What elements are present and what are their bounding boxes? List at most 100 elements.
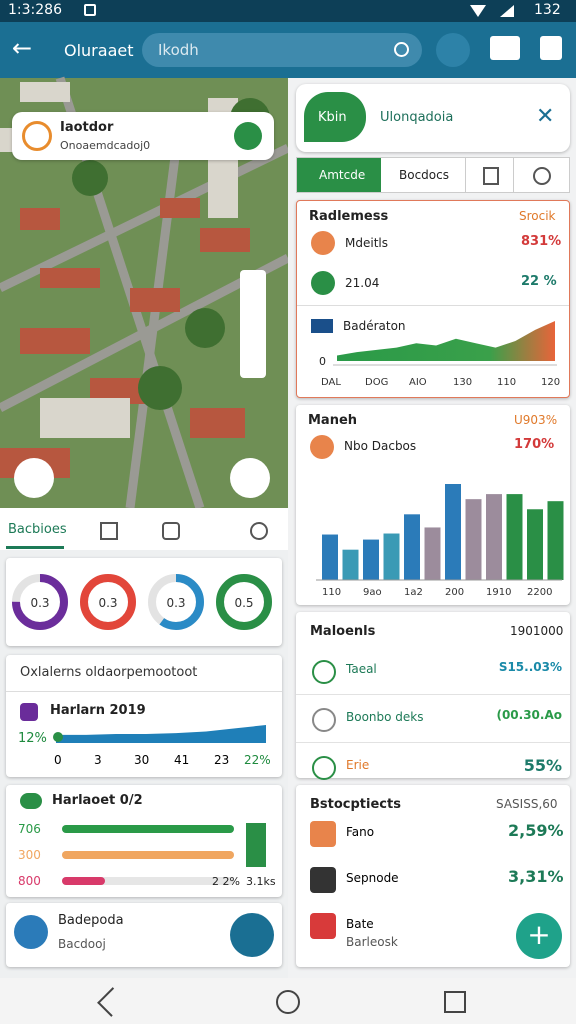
left-tab-active[interactable]: Bacbioes — [8, 522, 67, 537]
bar-chart: 110 9ao 1a2 200 1910 2200 — [316, 484, 564, 598]
row-value: 22 % — [521, 274, 557, 289]
row-label: Fano — [346, 825, 375, 839]
app-bar: ← Oluraaet Ikodh — [0, 22, 576, 78]
right-tab-bar: Amtcde Bocdocs — [296, 157, 570, 193]
tab-icon[interactable] — [162, 522, 180, 540]
progress-bar — [62, 851, 234, 859]
status-battery: 132 — [534, 2, 561, 18]
card-title: Radlemess — [309, 209, 389, 224]
tab-icon[interactable] — [533, 167, 551, 185]
x-tick-label: 9ao — [363, 587, 382, 598]
nav-back[interactable] — [97, 987, 127, 1017]
tab-icon[interactable] — [100, 522, 118, 540]
donut-arc — [12, 574, 68, 630]
donut-card: 0.3 0.3 0.3 0.5 — [6, 558, 282, 646]
row-icon — [311, 271, 335, 295]
donut-label: 0.5 — [234, 596, 253, 610]
close-button[interactable]: ✕ — [536, 104, 555, 129]
chart-icon — [311, 319, 333, 333]
row-icon — [311, 231, 335, 255]
right-tab-label[interactable]: Bocdocs — [399, 168, 449, 182]
row-title: Harlarn 2019 — [50, 703, 146, 718]
tab-icon[interactable] — [250, 522, 268, 540]
radiness-card: Radlemess Srocik Mdeitls 831% 21.04 22 %… — [296, 200, 570, 398]
progress-bar — [62, 877, 105, 885]
bar — [486, 494, 502, 580]
cart-button[interactable] — [540, 36, 562, 60]
bar — [383, 533, 400, 580]
tab-divider — [513, 158, 514, 192]
map-layer-button[interactable] — [230, 458, 270, 498]
header-title: Ulonqadoia — [380, 110, 454, 125]
map-locate-button[interactable] — [14, 458, 54, 498]
back-button[interactable]: ← — [12, 34, 33, 62]
overview-card: Oxlalerns oldaorpemootoot Harlarn 2019 1… — [6, 655, 282, 777]
location-title: Iaotdor — [60, 120, 114, 135]
progress-track — [62, 877, 234, 885]
search-button[interactable] — [436, 33, 470, 67]
wifi-icon — [470, 5, 486, 17]
tick-label: 41 — [174, 753, 190, 767]
x-tick-label: DAL — [321, 377, 341, 388]
donut-arc — [80, 574, 136, 630]
inbox-button[interactable] — [490, 36, 520, 60]
card-aside: U903% — [514, 413, 558, 427]
location-icon — [22, 121, 52, 151]
bar — [465, 499, 482, 580]
x-tick-label: DOG — [365, 377, 388, 388]
row-label: Sepnode — [346, 871, 399, 885]
map-controls[interactable] — [240, 270, 266, 378]
stocks-card: Bstocptiects SASISS,60 Fano 2,59% Sepnode 3… — [296, 785, 570, 967]
status-bar: 1:3:286 132 — [0, 0, 576, 22]
card-title: Badepoda — [58, 913, 124, 928]
row-label: Nbo Dacbos — [344, 439, 417, 453]
progress-bars: 706 300 800 — [18, 822, 266, 888]
fab-button[interactable] — [230, 913, 274, 957]
row-icon — [310, 435, 334, 459]
bar — [424, 527, 441, 580]
trend-area — [56, 725, 266, 743]
right-tab-label: Amtcde — [319, 168, 366, 182]
row-icon — [312, 756, 336, 780]
search-placeholder: Ikodh — [158, 41, 199, 59]
location-subtitle: Onoaemdcadoj0 — [60, 139, 151, 152]
progress-card: Harlaoet 0/2 706 300 800 2 2% 3.1ks — [6, 785, 282, 897]
right-tab-active[interactable] — [297, 158, 381, 192]
tick-label: 3 — [94, 753, 102, 767]
x-tick-label: 120 — [541, 377, 560, 388]
nav-recent[interactable] — [444, 991, 466, 1013]
row-value: 55% — [523, 756, 562, 775]
bar — [527, 509, 543, 580]
search-field[interactable]: Ikodh — [142, 33, 422, 67]
market-card: Maneh U903% Nbo Dacbos 170% 110 9ao 1a2 200… — [296, 405, 570, 605]
bar — [445, 484, 461, 580]
location-card[interactable]: Iaotdor Onoaemdcadoj0 — [12, 112, 274, 160]
tab-icon[interactable] — [483, 167, 499, 185]
x-tick-label: 110 — [322, 587, 341, 598]
left-tab-bar: Bacbioes — [0, 508, 288, 550]
bar — [363, 539, 379, 580]
add-button[interactable]: + — [516, 913, 562, 959]
bar — [506, 494, 523, 580]
divider — [297, 305, 569, 306]
location-badge — [234, 122, 262, 150]
row-icon — [310, 913, 336, 939]
card-icon — [14, 915, 48, 949]
row-icon — [312, 708, 336, 732]
x-tick-label: 1a2 — [404, 587, 423, 598]
card-aside: 1901000 — [510, 624, 564, 638]
card-icon — [20, 793, 42, 809]
row-value: 170% — [514, 437, 555, 452]
x-tick-label: 200 — [445, 587, 464, 598]
card-title: Bstocptiects — [310, 797, 401, 812]
bottom-left-card: Badepoda Bacdooj — [6, 903, 282, 967]
nav-home[interactable] — [276, 990, 300, 1014]
tick-label: 30 — [134, 753, 150, 767]
signal-icon — [500, 5, 514, 17]
search-icon — [394, 42, 409, 57]
row-value: 3,31% — [508, 867, 564, 886]
row-subtitle: Barleosk — [346, 935, 398, 949]
tab-divider — [465, 158, 466, 192]
donut-label: 0.3 — [98, 596, 117, 610]
